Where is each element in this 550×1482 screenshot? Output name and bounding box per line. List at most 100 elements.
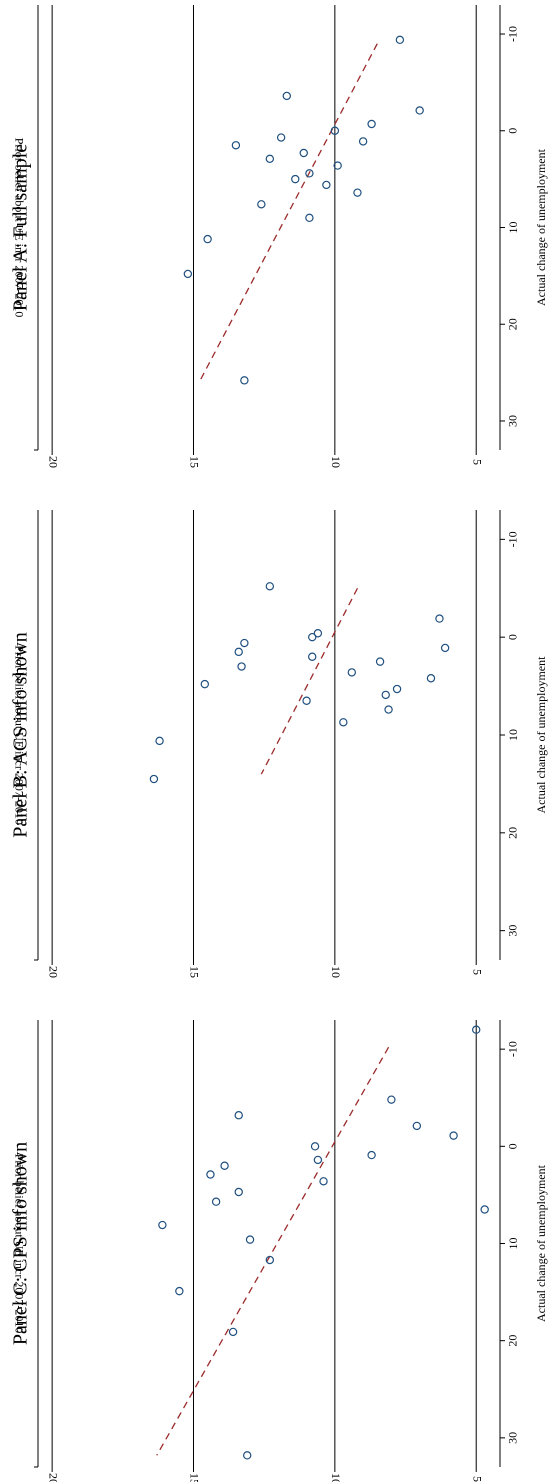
scatter-point [308,652,317,661]
y-axis-title: Prior belief about UE incr 2007-2010 [12,645,26,825]
scatter-point [384,705,393,714]
scatter-point [291,174,300,184]
scatter-point [234,1111,243,1120]
panel-title: Panel B: ACS info shown [10,632,32,838]
y-tick-label: 15 [188,456,202,468]
fit-line [260,587,359,775]
scatter-point [330,126,340,135]
scatter-point [234,647,243,657]
scatter-point [347,668,357,677]
scatter-point [265,582,275,591]
scatter-point [387,1095,396,1104]
scatter-point [183,269,193,279]
panel-title: Panel C: CPS info shown [10,1142,32,1345]
scatter-point [415,106,424,115]
x-axis-title: Actual change of unemployment [534,148,548,306]
x-tick-label: 20 [506,1335,520,1347]
x-tick-label: 10 [506,1238,520,1250]
y-tick-label: 15 [188,966,202,978]
scatter-point [265,154,275,164]
x-tick-label: 10 [506,222,520,234]
panel-title: Panel A: Full sample [10,144,32,311]
scatter-point [243,1451,252,1460]
scatter-point [395,35,405,45]
scatter-point [265,1255,275,1265]
y-tick-label: 10 [329,456,343,468]
y-axis-title: Prior belief about UE incr 2007-2010 [12,138,26,318]
scatter-point [240,638,249,648]
scatter-point [158,1220,167,1230]
scatter-point [333,161,342,170]
scatter-point [237,662,246,671]
fit-line [156,1046,390,1456]
scatter-point [206,1170,215,1179]
scatter-point [313,629,323,638]
scatter-point [200,679,210,689]
y-tick-label: 20 [46,1473,60,1482]
panel-a: 5 10 15 20 -10 0 10 20 30 Prior belief about UE i… [10,5,548,468]
scatter-point [367,1150,376,1160]
scatter-point [245,1235,255,1244]
scatter-point [375,657,385,666]
scatter-point [367,119,376,129]
scatter-point [282,91,291,101]
x-tick-label: 30 [506,415,520,427]
scatter-point [257,200,266,209]
panel-b: 5 10 15 20 -10 0 10 20 30 Prior belief about UE i… [10,510,548,978]
scatter-point [313,1155,323,1165]
scatter-point [480,1205,489,1214]
scatter-point [308,632,317,642]
scatter-point [302,696,311,705]
y-tick-label: 5 [470,1476,484,1482]
scatter-point [381,690,390,700]
x-tick-label: -10 [506,26,520,42]
scatter-point [231,141,241,150]
y-tick-label: 10 [329,1473,343,1482]
panel-c: 5 10 15 20 -10 0 10 20 30 Prior belief about UE i… [10,1020,548,1482]
y-tick-label: 20 [46,966,60,978]
y-tick-label: 20 [46,456,60,468]
scatter-point [228,1327,238,1337]
y-axis-title: Prior belief about UE incr 2007-2010 [12,1154,26,1334]
x-tick-label: 0 [506,128,520,134]
scatter-point [211,1197,221,1206]
scatter-point [234,1187,243,1197]
scatter-point [220,1161,229,1170]
scatter-point [449,1131,458,1140]
scatter-point [310,1142,320,1151]
scatter-point [240,376,249,385]
scatter-point [426,674,436,683]
scatter-point [276,133,286,142]
scatter-point [435,614,444,623]
x-tick-label: -10 [506,531,520,547]
x-tick-label: 0 [506,634,520,640]
x-tick-label: 10 [506,729,520,741]
y-tick-label: 5 [470,459,484,465]
scatter-point [149,774,159,784]
scatter-point [440,643,450,653]
x-tick-label: 0 [506,1143,520,1149]
x-axis-title: Actual change of unemployment [534,656,548,814]
scatter-point [472,1025,481,1034]
scatter-point [319,1177,328,1186]
y-tick-label: 5 [470,969,484,975]
scatter-point [322,180,331,190]
scatter-point [305,169,314,178]
x-tick-label: 30 [506,1432,520,1444]
scatter-point [412,1121,422,1131]
scatter-point [353,188,362,197]
scatter-point [175,1286,184,1296]
scatter-point [392,684,402,694]
x-axis-title: Actual change of unemployment [534,1164,548,1322]
scatter-point [339,718,348,727]
y-tick-label: 15 [188,1473,202,1482]
scatter-point [155,736,164,746]
x-tick-label: 20 [506,827,520,839]
x-tick-label: 20 [506,318,520,330]
scatter-point [358,137,368,146]
x-tick-label: -10 [506,1041,520,1057]
scatter-point [299,148,308,158]
fit-line [198,43,378,383]
scatter-point [305,213,314,223]
